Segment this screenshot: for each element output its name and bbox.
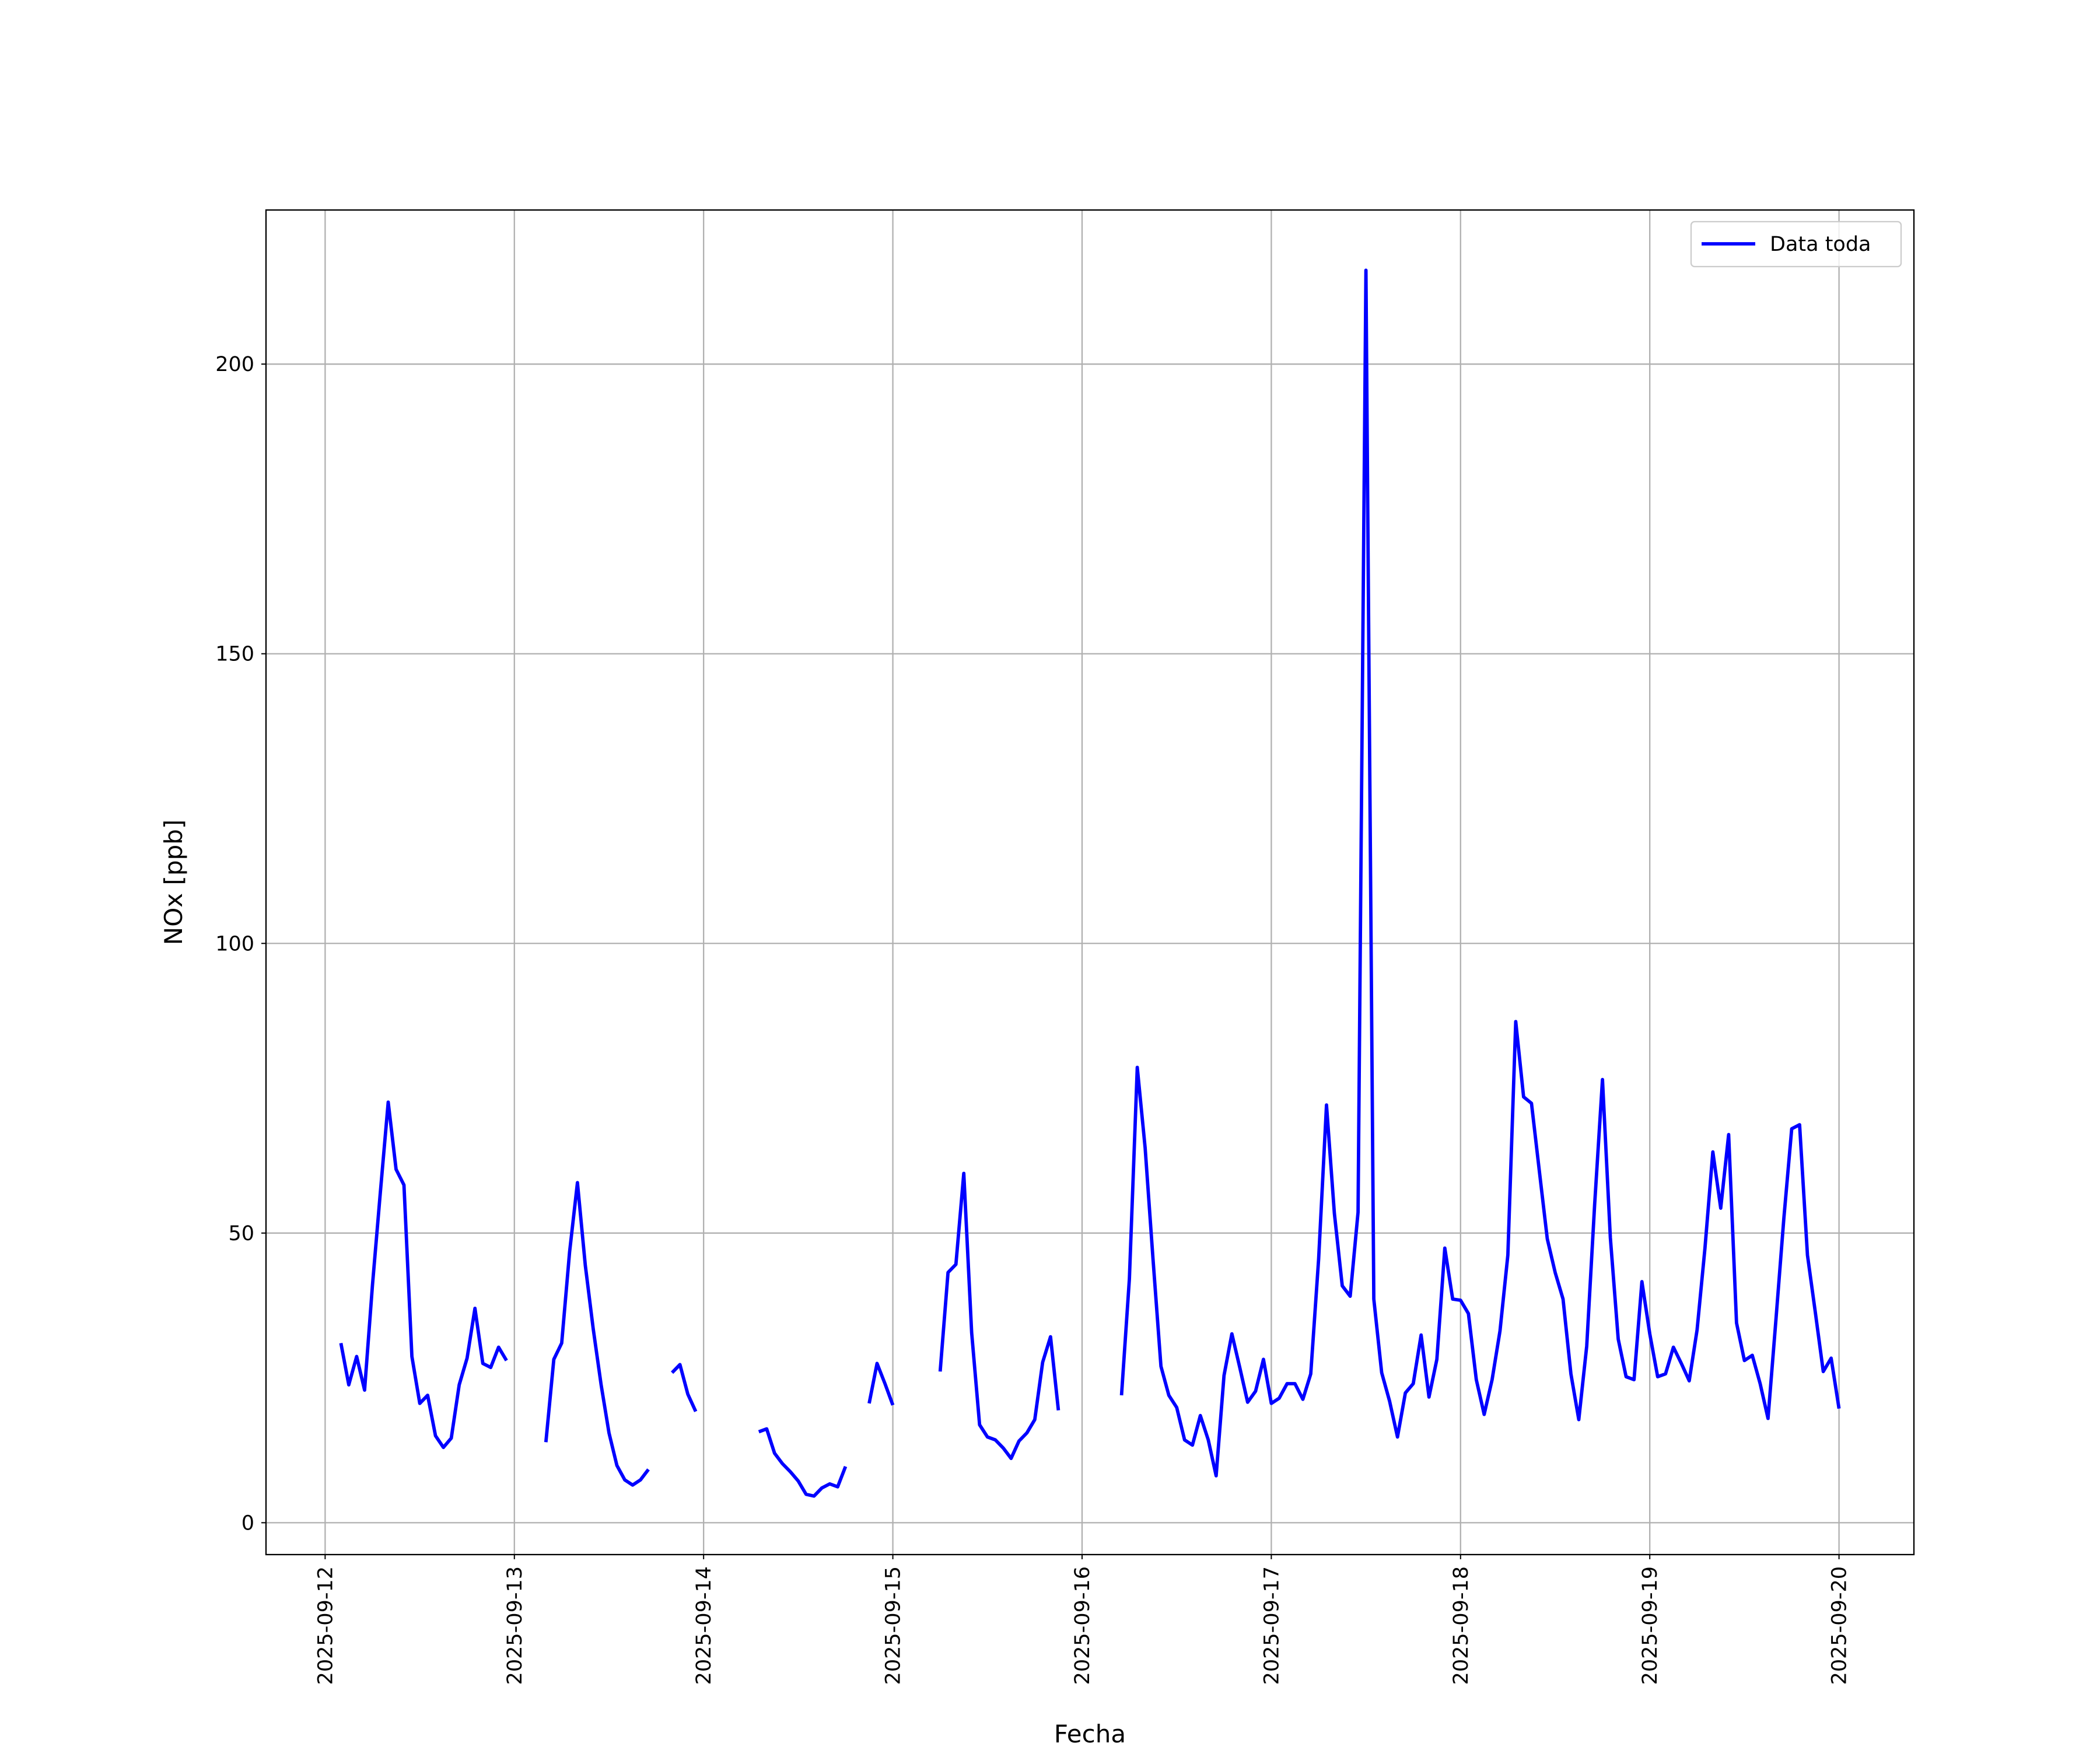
x-tick-label: 2025-09-15 bbox=[882, 1566, 905, 1685]
x-tick-label: 2025-09-14 bbox=[692, 1566, 716, 1685]
y-tick-label: 0 bbox=[242, 1511, 254, 1535]
x-tick-label: 2025-09-13 bbox=[503, 1566, 527, 1685]
plot-frame bbox=[265, 209, 1915, 1556]
x-tick-label: 2025-09-16 bbox=[1071, 1566, 1094, 1685]
x-tick-label: 2025-09-20 bbox=[1828, 1566, 1852, 1685]
legend-box bbox=[1690, 220, 1902, 268]
x-tick-label: 2025-09-17 bbox=[1260, 1566, 1283, 1685]
x-tick-label: 2025-09-18 bbox=[1450, 1566, 1473, 1685]
y-tick-label: 150 bbox=[215, 643, 254, 666]
legend-label: Data toda bbox=[1770, 233, 1871, 256]
x-tick-label: 2025-09-12 bbox=[314, 1566, 337, 1685]
y-tick-label: 50 bbox=[228, 1222, 254, 1245]
y-axis-label: NOx [ppb] bbox=[159, 820, 188, 945]
x-axis-label: Fecha bbox=[1054, 1720, 1126, 1748]
y-tick-label: 200 bbox=[215, 353, 254, 376]
y-tick-label: 100 bbox=[215, 932, 254, 956]
x-tick-label: 2025-09-19 bbox=[1639, 1566, 1662, 1685]
data-line bbox=[339, 268, 1841, 1498]
